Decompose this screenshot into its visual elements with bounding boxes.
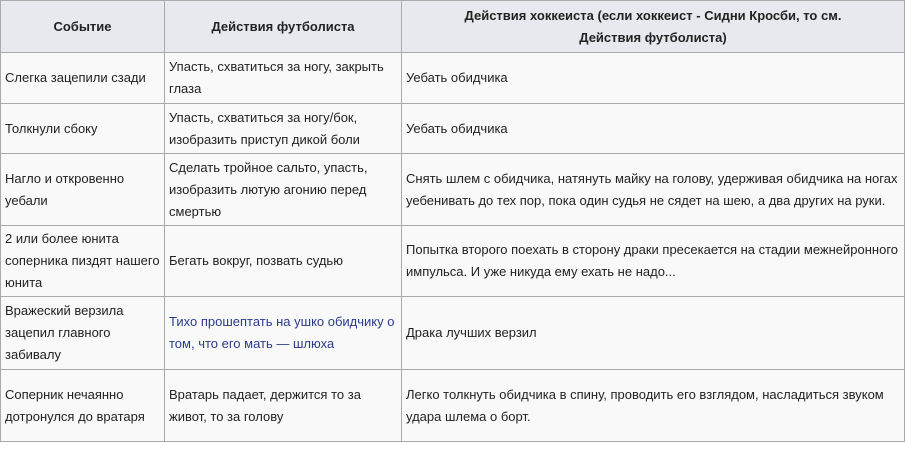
header-event: Событие: [0, 0, 165, 53]
cell-hockey: Драка лучших верзил: [401, 296, 905, 370]
cell-event: Вражеский верзила зацепил главного забив…: [0, 296, 165, 370]
table-row: Слегка зацепили сзади Упасть, схватиться …: [0, 52, 905, 104]
cell-event: Слегка зацепили сзади: [0, 52, 165, 104]
link-text[interactable]: Тихо прошептать на ушко обидчику о том, …: [169, 314, 395, 351]
header-hockey: Действия хоккеиста (если хоккеист - Сидн…: [401, 0, 905, 53]
cell-footballer: Сделать тройное сальто, упасть, изобрази…: [164, 153, 402, 226]
cell-event: Нагло и откровенно уебали: [0, 153, 165, 226]
cell-footballer: Упасть, схватиться за ногу, закрыть глаз…: [164, 52, 402, 104]
table-row: Соперник нечаянно дотронулся до вратаря В…: [0, 369, 905, 442]
cell-event: Толкнули сбоку: [0, 103, 165, 154]
table-row: Вражеский верзила зацепил главного забив…: [0, 296, 905, 370]
cell-footballer: Вратарь падает, держится то за живот, то…: [164, 369, 402, 442]
table-row: 2 или более юнита соперника пиздят нашег…: [0, 225, 905, 297]
table-row: Нагло и откровенно уебали Сделать тройное…: [0, 153, 905, 226]
table-row: Толкнули сбоку Упасть, схватиться за ногу…: [0, 103, 905, 154]
cell-hockey: Легко толкнуть обидчика в спину, проводи…: [401, 369, 905, 442]
header-footballer: Действия футболиста: [164, 0, 402, 53]
cell-hockey: Попытка второго поехать в сторону драки …: [401, 225, 905, 297]
cell-hockey: Снять шлем с обидчика, натянуть майку на…: [401, 153, 905, 226]
cell-footballer: Упасть, схватиться за ногу/бок, изобрази…: [164, 103, 402, 154]
cell-footballer: Бегать вокруг, позвать судью: [164, 225, 402, 297]
header-row: Событие Действия футболиста Действия хок…: [0, 0, 905, 53]
cell-hockey: Уебать обидчика: [401, 103, 905, 154]
cell-event: Соперник нечаянно дотронулся до вратаря: [0, 369, 165, 442]
cell-event: 2 или более юнита соперника пиздят нашег…: [0, 225, 165, 297]
cell-footballer: Тихо прошептать на ушко обидчику о том, …: [164, 296, 402, 370]
cell-hockey: Уебать обидчика: [401, 52, 905, 104]
